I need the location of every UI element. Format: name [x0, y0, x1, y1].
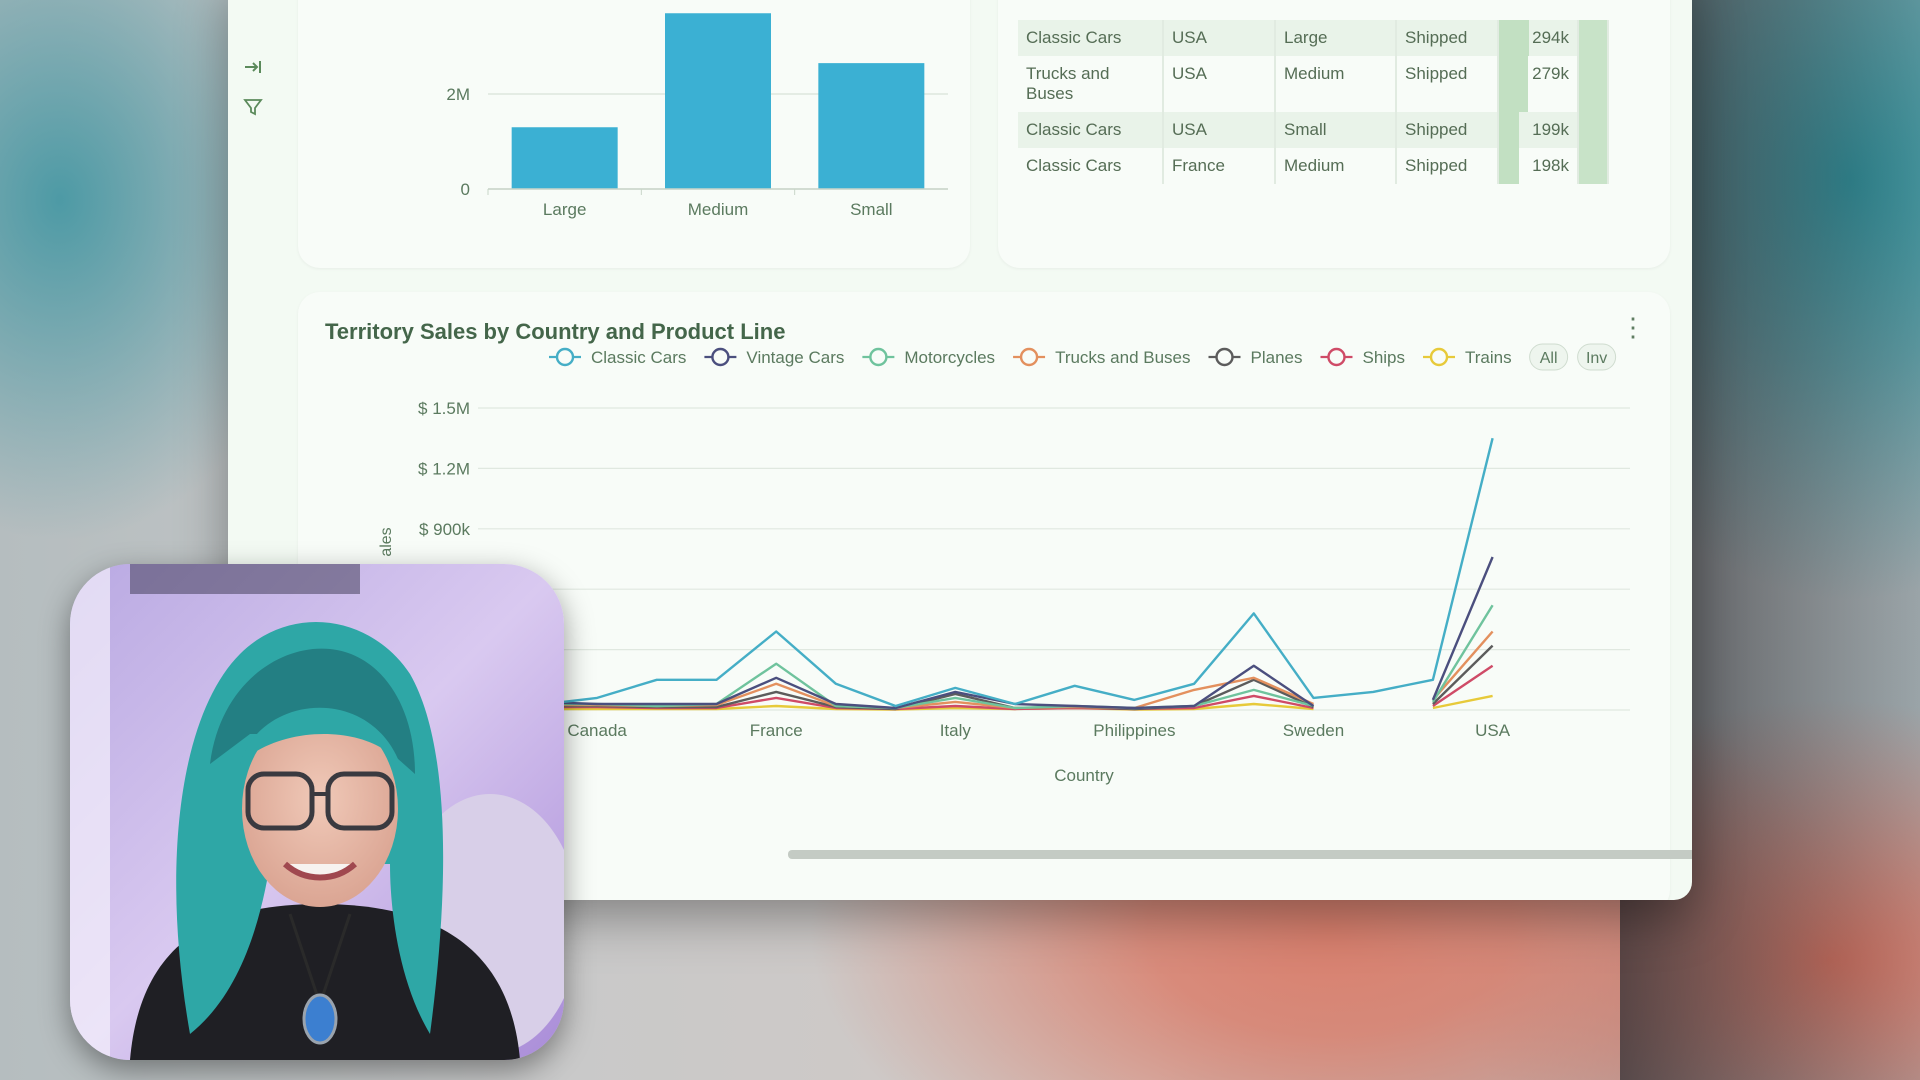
legend-swatch-marker [869, 347, 888, 367]
product-line-cell: Trucks and Buses [1018, 56, 1164, 112]
sales-cell: 198k [1498, 148, 1579, 184]
sales-cell: 294k [1498, 20, 1579, 56]
extra-bar-cell [1578, 148, 1609, 184]
legend-swatch-marker [711, 347, 730, 367]
sales-value: 199k [1532, 120, 1569, 139]
extra-bar-cell [1578, 20, 1609, 56]
sales-table: Classic Cars USA Large Shipped 294k Trucks an… [1018, 20, 1609, 184]
line-x-axis-label: Country [1054, 766, 1114, 785]
table-row[interactable]: Classic Cars USA Small Shipped 199k [1018, 112, 1609, 148]
legend-item-vintage-cars[interactable]: Vintage Cars [704, 347, 844, 367]
pill-bg [1529, 343, 1569, 371]
country-cell: USA [1163, 112, 1276, 148]
extra-bar-cell [1578, 56, 1609, 112]
bar-small[interactable] [818, 63, 925, 189]
legend-label: Trains [1465, 348, 1512, 367]
deal-size-cell: Medium [1275, 56, 1397, 112]
product-line-cell: Classic Cars [1018, 148, 1164, 184]
sales-value: 294k [1532, 28, 1569, 47]
product-line-cell: Classic Cars [1018, 20, 1164, 56]
status-cell: Shipped [1396, 112, 1499, 148]
status-cell: Shipped [1396, 20, 1499, 56]
bar-y-tick-label: 2M [446, 85, 470, 104]
bar-y-tick-label: 0 [461, 180, 470, 199]
line-x-tick-label: Sweden [1283, 721, 1344, 740]
legend-item-planes[interactable]: Planes [1208, 347, 1303, 367]
bar-x-tick-label: Small [850, 200, 893, 219]
country-cell: USA [1163, 20, 1276, 56]
line-y-tick-label: $ 1.5M [418, 399, 470, 418]
country-cell: France [1163, 148, 1276, 184]
filter-icon[interactable] [242, 96, 264, 124]
horizontal-scrollbar[interactable] [788, 850, 1692, 859]
sales-cell: 279k [1498, 56, 1579, 112]
line-x-tick-label: France [750, 721, 803, 740]
collapse-right-icon[interactable] [242, 56, 264, 84]
series-line-classic-cars[interactable] [417, 437, 1494, 710]
series-line-vintage-cars[interactable] [417, 556, 1494, 710]
presenter-webcam [70, 564, 564, 1060]
country-cell: USA [1163, 56, 1276, 112]
legend-item-motorcycles[interactable]: Motorcycles [862, 347, 995, 367]
legend-item-trains[interactable]: Trains [1423, 347, 1512, 367]
status-cell: Shipped [1396, 56, 1499, 112]
territory-line-chart: $ 1.5M $ 1.2M $ 900k ales Canada France Italy P… [378, 343, 1630, 785]
legend-inv-button[interactable]: Inv [1577, 343, 1617, 371]
legend-swatch-marker [555, 347, 575, 367]
line-x-tick-label: Canada [567, 721, 627, 740]
deal-size-bar-card: 0 2M Large Medium Small [298, 0, 970, 268]
line-y-axis-label: ales [378, 527, 395, 556]
line-y-tick-label: $ 900k [419, 520, 471, 539]
pill-bg [1577, 343, 1617, 371]
table-row[interactable]: Classic Cars USA Large Shipped 294k [1018, 20, 1609, 56]
pill-label: All [1540, 350, 1558, 367]
sales-bar [1499, 56, 1528, 112]
deal-size-cell: Large [1275, 20, 1397, 56]
chart-title: Territory Sales by Country and Product L… [325, 319, 786, 344]
legend-item-ships[interactable]: Ships [1320, 347, 1405, 367]
legend-item-trucks-and-buses[interactable]: Trucks and Buses [1013, 347, 1191, 367]
table-row[interactable]: Classic Cars France Medium Shipped 198k [1018, 148, 1609, 184]
legend-item-classic-cars[interactable]: Classic Cars [549, 347, 686, 367]
legend-swatch-marker [1215, 347, 1234, 367]
deal-size-cell: Medium [1275, 148, 1397, 184]
pill-label: Inv [1586, 350, 1607, 367]
legend-label: Motorcycles [904, 348, 995, 367]
bar-x-tick-label: Medium [688, 200, 748, 219]
status-cell: Shipped [1396, 148, 1499, 184]
line-x-tick-label: Italy [940, 721, 972, 740]
legend-label: Planes [1251, 348, 1303, 367]
line-x-tick-label: USA [1475, 721, 1511, 740]
extra-bar-cell [1578, 112, 1609, 148]
bar-medium[interactable] [665, 13, 771, 189]
sales-value: 198k [1532, 156, 1569, 175]
legend-label: Vintage Cars [746, 348, 844, 367]
product-line-cell: Classic Cars [1018, 112, 1164, 148]
legend-label: Ships [1362, 348, 1405, 367]
sales-bar [1499, 20, 1529, 56]
legend-swatch-marker [1429, 347, 1449, 367]
bar-x-tick-label: Large [543, 200, 586, 219]
sales-bar [1499, 148, 1520, 184]
deal-size-bar-chart: 0 2M Large Medium Small [446, 13, 948, 219]
legend-label: Trucks and Buses [1055, 348, 1190, 367]
deal-size-cell: Small [1275, 112, 1397, 148]
sales-cell: 199k [1498, 112, 1579, 148]
legend-swatch-marker [1327, 347, 1346, 367]
legend-label: Classic Cars [591, 348, 686, 367]
bar-large[interactable] [511, 127, 618, 189]
legend-swatch-marker [1019, 347, 1039, 367]
top-sales-table-card: Classic Cars USA Large Shipped 294k Trucks an… [998, 0, 1670, 268]
more-options-icon[interactable]: ⋮ [1620, 312, 1646, 342]
legend-all-button[interactable]: All [1529, 343, 1569, 371]
sales-value: 279k [1532, 64, 1569, 83]
table-row[interactable]: Trucks and Buses USA Medium Shipped 279k [1018, 56, 1609, 112]
line-x-tick-label: Philippines [1093, 721, 1175, 740]
line-y-tick-label: $ 1.2M [418, 459, 470, 478]
sales-bar [1499, 112, 1520, 148]
